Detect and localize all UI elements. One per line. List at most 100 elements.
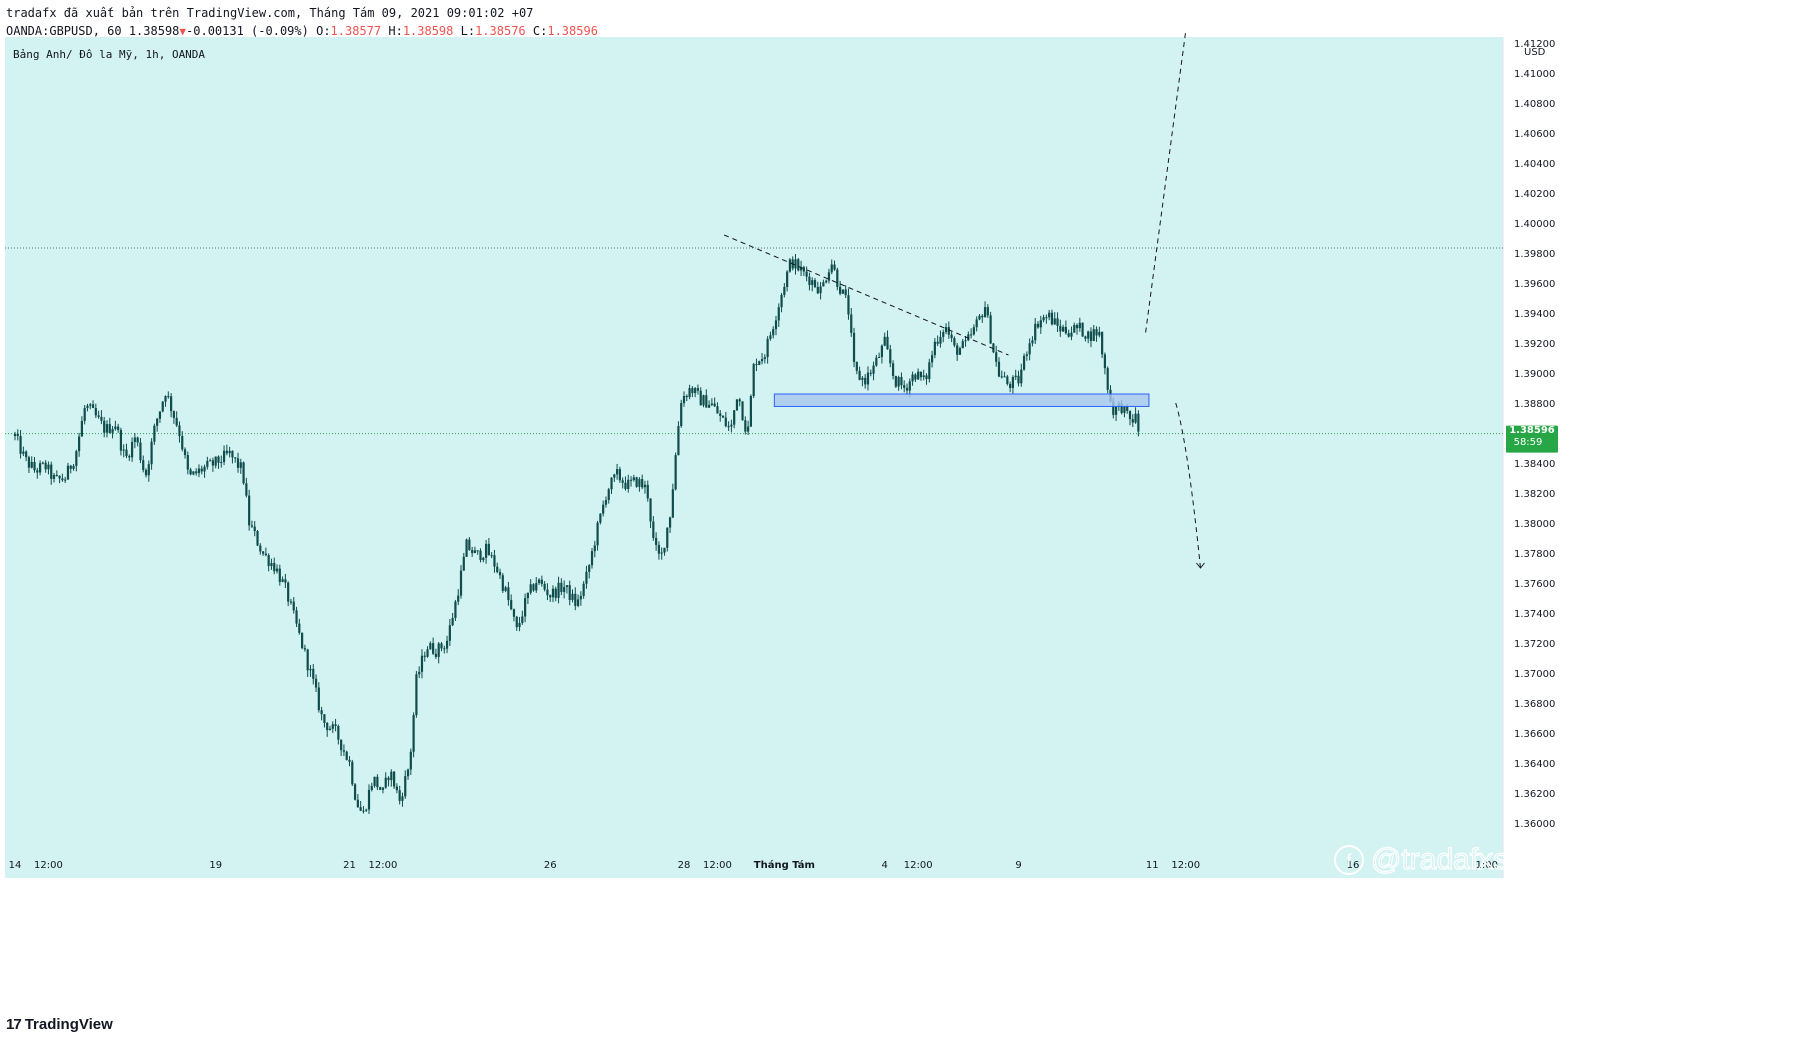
candle-body xyxy=(537,579,541,584)
candle-body xyxy=(445,640,449,649)
candle-body xyxy=(822,282,825,287)
candle-body xyxy=(808,276,811,285)
candle-body xyxy=(635,477,638,487)
candle-body xyxy=(211,460,215,466)
candle-body xyxy=(275,568,279,572)
candle-body xyxy=(783,286,786,295)
candle-body xyxy=(646,484,649,499)
candle-body xyxy=(560,582,563,592)
candle-body xyxy=(245,483,248,496)
candle-body xyxy=(214,456,217,466)
projection-down-line[interactable] xyxy=(1175,402,1201,569)
trendline[interactable] xyxy=(723,234,1009,356)
candle-body xyxy=(607,489,610,501)
candle-body xyxy=(1003,376,1006,378)
candle-body xyxy=(624,482,627,489)
annotations-layer xyxy=(723,30,1205,569)
price-tick-label: 1.38200 xyxy=(1514,489,1555,500)
candle-body xyxy=(774,320,778,330)
candle-body xyxy=(498,572,502,576)
candle-body xyxy=(1128,410,1132,420)
candle-body xyxy=(356,799,359,808)
candle-body xyxy=(1056,318,1059,326)
candle-body xyxy=(50,464,53,479)
candle-body xyxy=(997,361,1001,377)
close-value: 1.38596 xyxy=(547,24,598,38)
support-zone[interactable] xyxy=(773,393,1150,407)
candle-body xyxy=(479,550,482,561)
candle-body xyxy=(192,471,195,475)
candle-body xyxy=(443,648,446,650)
candle-body xyxy=(836,269,839,287)
time-tick-label: 28 xyxy=(678,860,691,871)
candle-body xyxy=(1022,355,1026,370)
candle-body xyxy=(797,259,800,271)
candle-body xyxy=(1137,413,1140,432)
candle-body xyxy=(301,632,304,649)
price-tick-label: 1.38800 xyxy=(1514,399,1555,410)
candle-body xyxy=(476,550,479,552)
candle-body xyxy=(850,314,853,333)
price-tick-label: 1.36200 xyxy=(1514,789,1555,800)
candle-body xyxy=(549,595,552,598)
candle-body xyxy=(1112,401,1115,415)
candle-body xyxy=(404,776,407,797)
candle-body xyxy=(855,361,858,371)
candle-body xyxy=(554,588,557,598)
candle-body xyxy=(529,584,532,593)
candle-body xyxy=(1120,403,1123,413)
candle-body xyxy=(423,655,426,657)
candle-body xyxy=(242,462,245,484)
candle-body xyxy=(306,649,309,671)
candle-body xyxy=(189,469,192,475)
candle-body xyxy=(328,728,332,731)
price-tick-label: 1.40200 xyxy=(1514,189,1555,200)
candle-body xyxy=(167,396,170,398)
candle-body xyxy=(629,479,633,481)
candle-body xyxy=(19,435,22,454)
candle-body xyxy=(1114,406,1118,415)
candle-body xyxy=(267,555,270,567)
projection-up-line[interactable] xyxy=(1145,30,1187,333)
candle-body xyxy=(406,769,410,777)
candle-body xyxy=(894,375,897,387)
candle-body xyxy=(568,585,571,601)
candle-body xyxy=(1031,340,1034,344)
candle-body xyxy=(314,678,318,688)
chart-background xyxy=(5,37,1503,878)
time-tick-label: 11 xyxy=(1146,860,1159,871)
candle-body xyxy=(755,364,758,366)
candle-body xyxy=(710,403,713,405)
candle-body xyxy=(420,655,424,672)
candle-body xyxy=(691,388,694,394)
candle-body xyxy=(878,356,881,358)
candle-body xyxy=(565,585,569,588)
candle-body xyxy=(128,456,131,458)
candle-body xyxy=(956,345,959,355)
candle-body xyxy=(97,415,100,417)
ohlc-line: OANDA:GBPUSD, 60 1.38598▼-0.00131 (-0.09… xyxy=(6,24,598,38)
candle-body xyxy=(707,404,711,408)
candle-body xyxy=(1078,322,1081,329)
candle-body xyxy=(512,609,516,617)
candle-body xyxy=(69,465,72,469)
candle-body xyxy=(861,377,864,380)
candle-body xyxy=(699,390,702,406)
candle-body xyxy=(733,410,736,425)
candle-body xyxy=(434,653,438,657)
candle-body xyxy=(593,545,596,552)
price-tick-label: 1.40000 xyxy=(1514,219,1555,230)
candle-body xyxy=(515,616,518,628)
candle-body xyxy=(195,471,198,474)
candle-body xyxy=(91,404,95,409)
tradingview-logo[interactable]: 17 TradingView xyxy=(6,1016,113,1033)
candle-body xyxy=(839,286,842,294)
candle-body xyxy=(903,385,906,388)
candle-body xyxy=(942,332,945,337)
price-tick-label: 1.40600 xyxy=(1514,129,1555,140)
candle-body xyxy=(273,563,276,572)
candle-body xyxy=(685,395,688,398)
price-tick-label: 1.38400 xyxy=(1514,459,1555,470)
candle-body xyxy=(1017,375,1020,384)
